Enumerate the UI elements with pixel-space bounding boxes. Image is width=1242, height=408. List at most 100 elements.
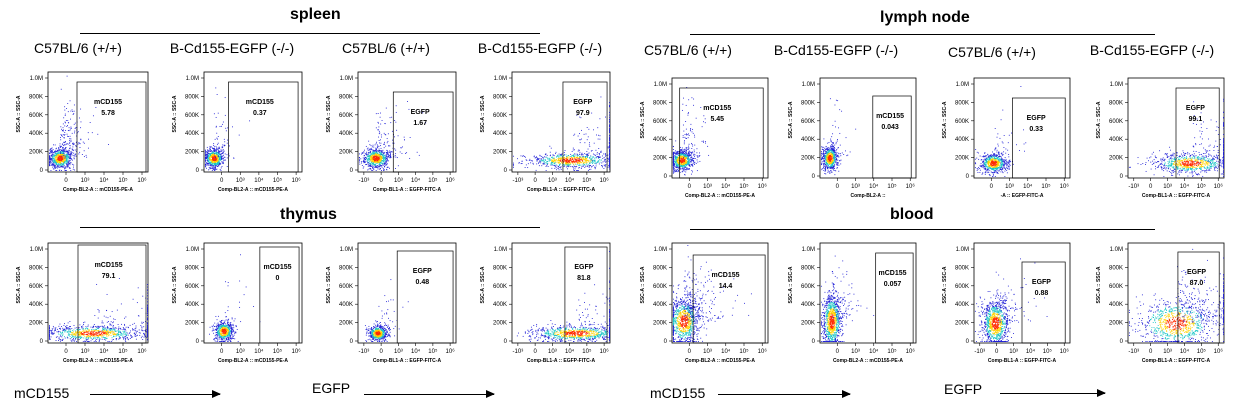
event-point xyxy=(678,152,680,154)
event-point xyxy=(696,155,698,156)
event-point xyxy=(379,160,381,162)
event-point xyxy=(66,126,68,127)
event-point xyxy=(569,160,571,162)
event-point xyxy=(686,151,688,153)
gate-percentage: 97.9 xyxy=(576,110,590,117)
event-point xyxy=(367,149,369,151)
event-point xyxy=(213,170,215,171)
event-point xyxy=(386,154,388,156)
event-point xyxy=(207,155,209,157)
event-point xyxy=(69,141,71,143)
event-point xyxy=(73,166,74,168)
event-point xyxy=(833,155,835,157)
event-point xyxy=(584,160,586,162)
event-point xyxy=(376,162,378,164)
event-point xyxy=(71,148,73,150)
event-point xyxy=(74,132,75,134)
event-point xyxy=(834,154,836,156)
event-point xyxy=(540,158,542,160)
event-point xyxy=(686,156,688,158)
gate-percentage: 0.37 xyxy=(253,110,267,117)
event-point xyxy=(676,165,678,167)
event-point xyxy=(373,161,375,163)
x-tick-label: 0 xyxy=(64,178,68,184)
event-point xyxy=(829,163,831,165)
event-point xyxy=(219,157,220,159)
event-point xyxy=(683,161,685,163)
event-point xyxy=(560,158,562,160)
event-point xyxy=(682,135,684,137)
event-point xyxy=(370,153,372,155)
event-point xyxy=(826,148,827,150)
event-point xyxy=(527,163,529,165)
event-point xyxy=(59,146,61,148)
event-point xyxy=(54,167,56,169)
event-point xyxy=(823,154,824,156)
event-point xyxy=(573,156,575,157)
event-point xyxy=(70,127,72,129)
event-point xyxy=(52,155,54,157)
event-point xyxy=(688,159,690,161)
event-point xyxy=(556,156,558,158)
event-point xyxy=(692,160,694,161)
event-point xyxy=(609,168,610,170)
event-point xyxy=(680,154,682,156)
event-point xyxy=(209,167,211,169)
event-point xyxy=(512,155,514,157)
event-point xyxy=(72,168,74,170)
event-point xyxy=(60,166,62,168)
event-point xyxy=(367,165,369,167)
event-point xyxy=(55,158,57,159)
event-point xyxy=(63,159,65,161)
event-point xyxy=(579,153,581,155)
event-point xyxy=(840,159,842,161)
event-point xyxy=(680,165,682,167)
event-point xyxy=(59,166,61,168)
event-point xyxy=(371,165,373,167)
event-point xyxy=(53,157,55,159)
event-point xyxy=(683,164,685,166)
event-point xyxy=(576,153,578,155)
event-point xyxy=(693,98,695,100)
event-point xyxy=(71,109,73,111)
event-point xyxy=(215,153,217,154)
event-point xyxy=(378,161,380,163)
event-point xyxy=(831,145,833,147)
event-point xyxy=(210,156,212,158)
event-point xyxy=(824,162,825,164)
event-point xyxy=(64,141,66,143)
event-point xyxy=(386,164,388,166)
event-point xyxy=(827,147,829,149)
event-point xyxy=(218,152,220,154)
event-point xyxy=(378,130,380,132)
event-point xyxy=(571,156,572,158)
event-point xyxy=(687,161,689,163)
event-point xyxy=(563,164,565,166)
event-point xyxy=(374,164,375,165)
event-point xyxy=(685,155,687,157)
event-point xyxy=(374,166,376,168)
event-point xyxy=(73,158,75,160)
event-point xyxy=(384,162,386,164)
event-point xyxy=(572,158,574,160)
event-point xyxy=(62,160,64,162)
event-point xyxy=(675,156,677,158)
event-point xyxy=(368,164,370,166)
event-point xyxy=(217,160,219,162)
event-point xyxy=(371,153,372,155)
event-point xyxy=(609,153,610,155)
event-point xyxy=(74,154,76,156)
event-point xyxy=(67,157,69,159)
event-point xyxy=(681,166,683,168)
event-point xyxy=(827,154,829,156)
event-point xyxy=(220,153,222,155)
event-point xyxy=(572,159,574,161)
event-point xyxy=(683,167,685,169)
event-point xyxy=(64,170,66,171)
event-point xyxy=(59,143,61,145)
event-point xyxy=(832,143,834,145)
event-point xyxy=(59,161,61,163)
event-point xyxy=(596,155,598,157)
event-point xyxy=(573,162,575,164)
event-point xyxy=(601,155,603,157)
